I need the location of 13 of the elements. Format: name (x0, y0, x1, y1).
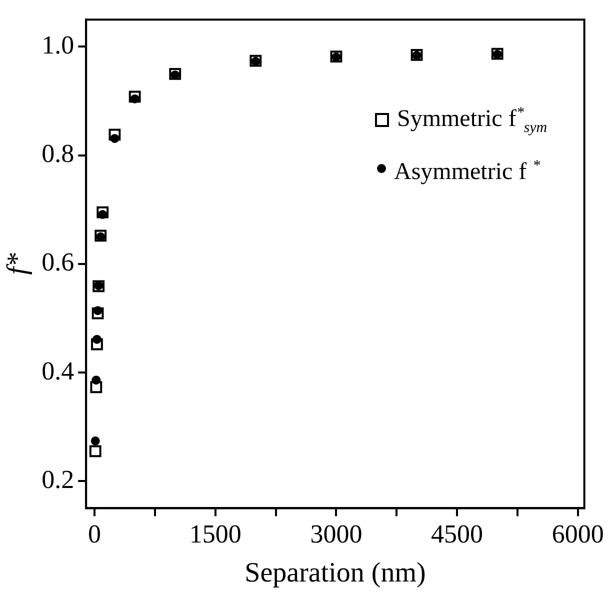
x-tick-label: 6000 (552, 520, 604, 549)
y-tick-label: 0.8 (42, 139, 74, 168)
y-tick-label: 0.2 (42, 464, 74, 494)
y-tick-label: 0.6 (42, 248, 74, 277)
y-tick-label: 0.4 (42, 356, 74, 386)
x-tick-label: 3000 (310, 520, 362, 549)
x-tick-label: 0 (88, 520, 102, 549)
y-tick-label: 1.0 (42, 30, 74, 60)
y-axis-title: f* (2, 253, 34, 275)
legend-label: Asymmetric f $^{*}$ (394, 156, 540, 187)
x-tick-label: 1500 (189, 520, 242, 549)
x-tick-label: 4500 (431, 520, 484, 549)
x-axis-title: Separation (nm) (244, 558, 426, 589)
